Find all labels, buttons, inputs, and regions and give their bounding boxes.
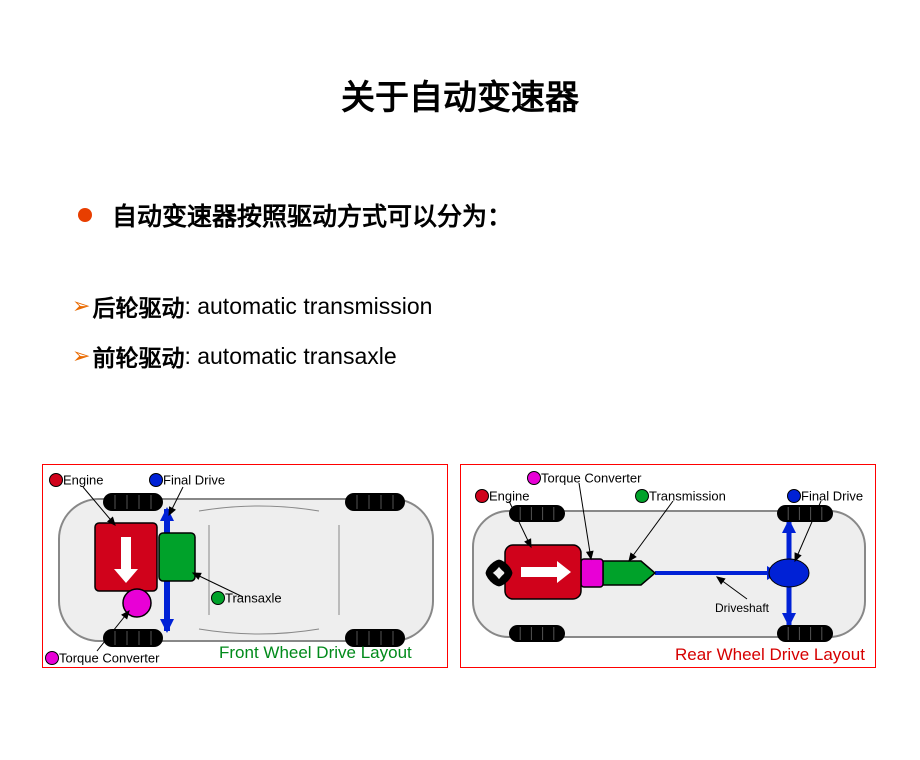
diagram-row: Engine Final Drive Transaxle Torque Convert…	[42, 464, 876, 668]
legend-label: Engine	[489, 488, 529, 503]
rwd-diagram: Torque Converter Engine Transmission Final …	[460, 464, 876, 668]
legend-label: Driveshaft	[715, 601, 769, 615]
rwd-legend-transmission: Transmission	[635, 487, 726, 505]
fwd-legend-finalDrive: Final Drive	[149, 471, 225, 489]
legend-label: Torque Converter	[541, 470, 641, 485]
fwd-caption: Front Wheel Drive Layout	[219, 643, 412, 663]
legend-dot-icon	[49, 473, 63, 487]
fwd-diagram: Engine Final Drive Transaxle Torque Convert…	[42, 464, 448, 668]
legend-label: Transmission	[649, 488, 726, 503]
fwd-svg	[43, 465, 449, 669]
legend-dot-icon	[211, 591, 225, 605]
rwd-caption: Rear Wheel Drive Layout	[675, 645, 865, 665]
legend-label: Final Drive	[801, 488, 863, 503]
legend-dot-icon	[787, 489, 801, 503]
bullet-dot-icon	[78, 208, 92, 222]
bullet-label-cn: 前轮驱动	[92, 339, 184, 373]
arrow-icon: ➢	[72, 343, 90, 369]
legend-label: Transaxle	[225, 590, 282, 605]
fwd-legend-transaxle: Transaxle	[211, 589, 282, 607]
intro-row: 自动变速器按照驱动方式可以分为：	[78, 197, 920, 233]
fwd-legend-engine: Engine	[49, 471, 103, 489]
bullet-label-en: : automatic transmission	[184, 293, 432, 320]
legend-label: Engine	[63, 472, 103, 487]
slide-title: 关于自动变速器	[0, 70, 920, 119]
bullet-front-drive: ➢ 前轮驱动 : automatic transaxle	[72, 339, 920, 373]
legend-label: Torque Converter	[59, 650, 159, 665]
bullet-label-en: : automatic transaxle	[184, 343, 396, 370]
arrow-icon: ➢	[72, 293, 90, 319]
bullet-label-cn: 后轮驱动	[92, 289, 184, 323]
rwd-legend-finalDrive: Final Drive	[787, 487, 863, 505]
intro-text: 自动变速器按照驱动方式可以分为：	[112, 197, 512, 233]
bullet-rear-drive: ➢ 后轮驱动 : automatic transmission	[72, 289, 920, 323]
legend-dot-icon	[45, 651, 59, 665]
legend-dot-icon	[527, 471, 541, 485]
rwd-legend-engine: Engine	[475, 487, 529, 505]
legend-label: Final Drive	[163, 472, 225, 487]
rwd-legend-driveshaft: Driveshaft	[715, 599, 769, 617]
legend-dot-icon	[475, 489, 489, 503]
fwd-legend-torqueConv: Torque Converter	[45, 649, 159, 667]
legend-dot-icon	[635, 489, 649, 503]
legend-dot-icon	[149, 473, 163, 487]
rwd-legend-torqueConv: Torque Converter	[527, 469, 641, 487]
